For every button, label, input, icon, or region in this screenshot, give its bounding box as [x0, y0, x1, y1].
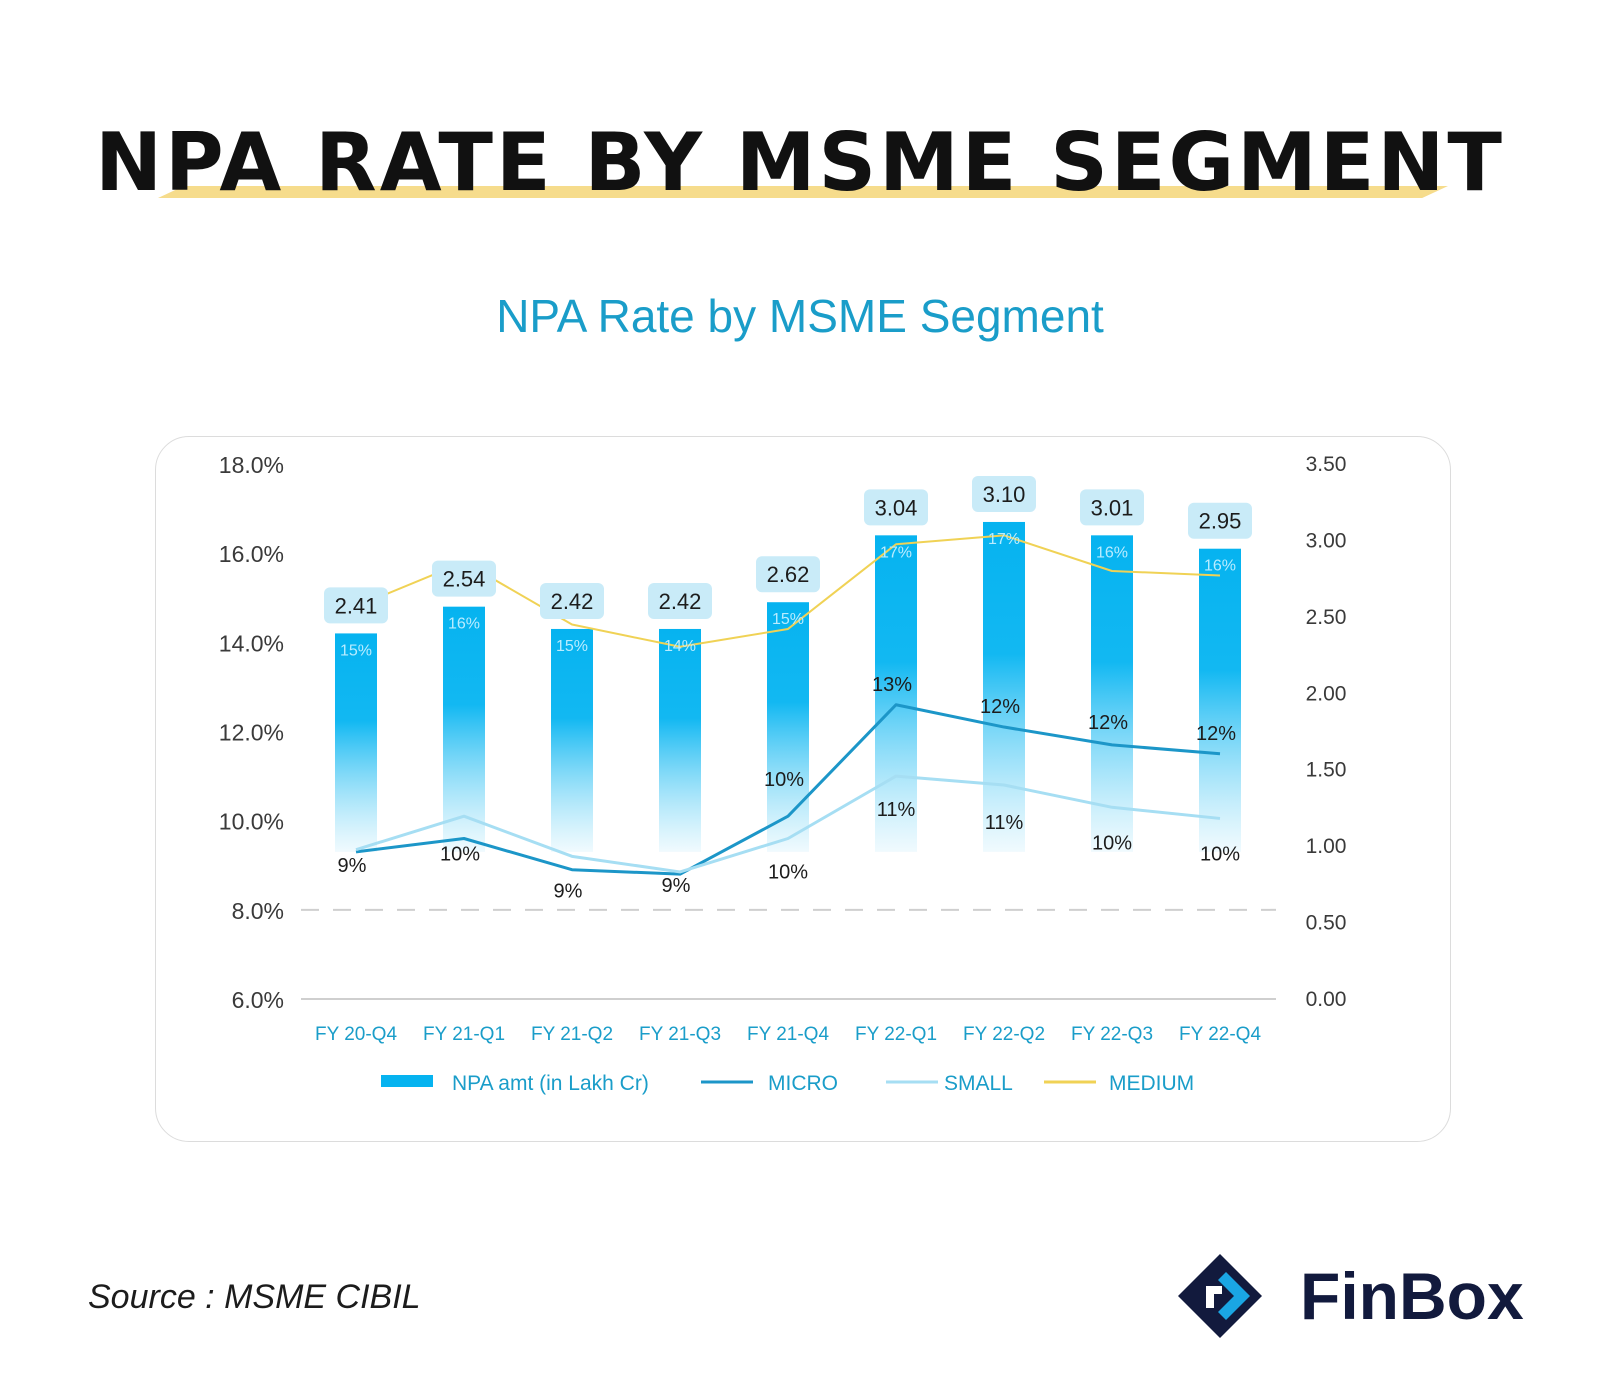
small-point-label: 10%: [1092, 832, 1132, 854]
npa-bar: [1091, 535, 1133, 852]
legend-label: NPA amt (in Lakh Cr): [452, 1072, 649, 1095]
micro-point-label: 10%: [764, 769, 804, 791]
x-tick-label: FY 22-Q4: [1179, 1024, 1261, 1045]
micro-point-label: 10%: [440, 844, 480, 866]
npa-bar: [659, 628, 701, 852]
npa-bar: [443, 606, 485, 852]
bar-inner-label: 15%: [556, 638, 588, 655]
x-tick-label: FY 22-Q3: [1071, 1024, 1153, 1045]
npa-bar: [875, 535, 917, 852]
bar-inner-label: 17%: [880, 544, 912, 561]
axes-layer: 18.0% 16.0% 14.0% 12.0% 10.0% 8.0% 6.0% 3.50 3.0…: [219, 452, 1347, 1045]
source-note: Source : MSME CIBIL: [88, 1278, 421, 1316]
x-tick-label: FY 21-Q1: [423, 1024, 505, 1045]
legend-label: MEDIUM: [1109, 1072, 1194, 1095]
bar-value-box: [324, 587, 388, 624]
bar-inner-label: 16%: [1096, 544, 1128, 561]
bar-inner-label: 16%: [1204, 558, 1236, 575]
x-tick-label: FY 21-Q4: [747, 1024, 829, 1045]
y-left-tick-label: 10.0%: [219, 809, 284, 835]
bar-value-box: [432, 560, 496, 597]
bar-value-box: [756, 556, 820, 593]
micro-point-label: 13%: [872, 674, 912, 696]
bar-value-label: 2.41: [335, 593, 378, 618]
labels-layer: 15% 2.41 16% 2.54 15% 2.42 14% 2.42 15% 2.62 17% 3.…: [324, 475, 1252, 903]
bar-value-box: [1080, 489, 1144, 526]
series-line-medium: [355, 534, 1221, 648]
chart-card: 18.0% 16.0% 14.0% 12.0% 10.0% 8.0% 6.0% 3.50 3.0…: [155, 436, 1451, 1142]
bar-value-label: 2.54: [443, 567, 486, 592]
npa-bar: [551, 628, 593, 852]
title-block: NPA RATE BY MSME SEGMENT: [0, 118, 1600, 218]
small-point-label: 10%: [1200, 843, 1240, 865]
bar-inner-label: 15%: [772, 611, 804, 628]
bar-inner-label: 14%: [664, 638, 696, 655]
title-underline: [158, 186, 1448, 198]
legend: NPA amt (in Lakh Cr) MICRO SMALL MEDIUM: [381, 1072, 1194, 1095]
micro-point-label: 9%: [662, 875, 691, 897]
chart-title: NPA Rate by MSME Segment: [496, 290, 1104, 342]
bar-inner-label: 15%: [340, 642, 372, 659]
bar-inner-label: 17%: [988, 531, 1020, 548]
y-right-tick-label: 0.00: [1306, 988, 1347, 1011]
micro-point-label: 9%: [338, 855, 367, 877]
y-right-tick-label: 3.00: [1306, 529, 1347, 552]
brand-name: FinBox: [1300, 1259, 1524, 1333]
npa-bar: [983, 521, 1025, 852]
y-left-tick-label: 12.0%: [219, 720, 284, 746]
bar-value-label: 2.42: [659, 589, 702, 614]
brand: FinBox: [1176, 1252, 1556, 1342]
bar-value-label: 3.04: [875, 495, 918, 520]
x-tick-label: FY 21-Q2: [531, 1024, 613, 1045]
npa-bar: [335, 633, 377, 852]
legend-label: SMALL: [944, 1072, 1013, 1095]
y-left-tick-label: 14.0%: [219, 630, 284, 656]
y-left-tick-label: 8.0%: [232, 898, 284, 924]
npa-bar: [1199, 548, 1241, 852]
bar-value-label: 3.01: [1091, 495, 1134, 520]
small-point-label: 10%: [768, 862, 808, 884]
bar-value-box: [648, 582, 712, 619]
bar-value-box: [540, 582, 604, 619]
bar-value-label: 2.95: [1199, 509, 1242, 534]
bar-value-box: [972, 475, 1036, 512]
y-left-tick-label: 16.0%: [219, 541, 284, 567]
micro-point-label: 12%: [1196, 723, 1236, 745]
x-tick-label: FY 21-Q3: [639, 1024, 721, 1045]
legend-swatch-bar: [381, 1075, 433, 1087]
x-tick-label: FY 20-Q4: [315, 1024, 397, 1045]
bar-value-label: 3.10: [983, 482, 1026, 507]
lines-layer: [355, 534, 1221, 876]
x-tick-label: FY 22-Q1: [855, 1024, 937, 1045]
npa-bar: [767, 602, 809, 852]
small-point-label: 11%: [985, 812, 1024, 834]
micro-point-label: 12%: [980, 696, 1020, 718]
series-line-micro: [355, 703, 1221, 876]
micro-point-label: 9%: [554, 881, 583, 903]
y-right-tick-label: 2.00: [1306, 682, 1347, 705]
page-title: NPA RATE BY MSME SEGMENT: [95, 116, 1505, 209]
bar-value-box: [1188, 502, 1252, 539]
y-left-tick-label: 18.0%: [219, 452, 284, 478]
bar-value-box: [864, 489, 928, 526]
y-right-tick-label: 1.50: [1306, 759, 1347, 782]
x-tick-label: FY 22-Q2: [963, 1024, 1045, 1045]
series-line-small: [355, 774, 1221, 874]
bar-value-label: 2.42: [551, 589, 594, 614]
small-point-label: 11%: [877, 799, 916, 821]
micro-point-label: 12%: [1088, 712, 1128, 734]
y-right-tick-label: 2.50: [1306, 606, 1347, 629]
y-left-tick-label: 6.0%: [232, 987, 284, 1013]
bar-inner-label: 16%: [448, 616, 480, 633]
y-right-tick-label: 3.50: [1306, 453, 1347, 476]
y-right-tick-label: 1.00: [1306, 835, 1347, 858]
chart-svg: 18.0% 16.0% 14.0% 12.0% 10.0% 8.0% 6.0% 3.50 3.0…: [219, 452, 1347, 1095]
bar-value-label: 2.62: [767, 562, 810, 587]
finbox-logo-icon: [1178, 1254, 1262, 1338]
y-right-tick-label: 0.50: [1306, 912, 1347, 935]
bars-layer: [335, 521, 1241, 852]
legend-label: MICRO: [768, 1072, 838, 1095]
